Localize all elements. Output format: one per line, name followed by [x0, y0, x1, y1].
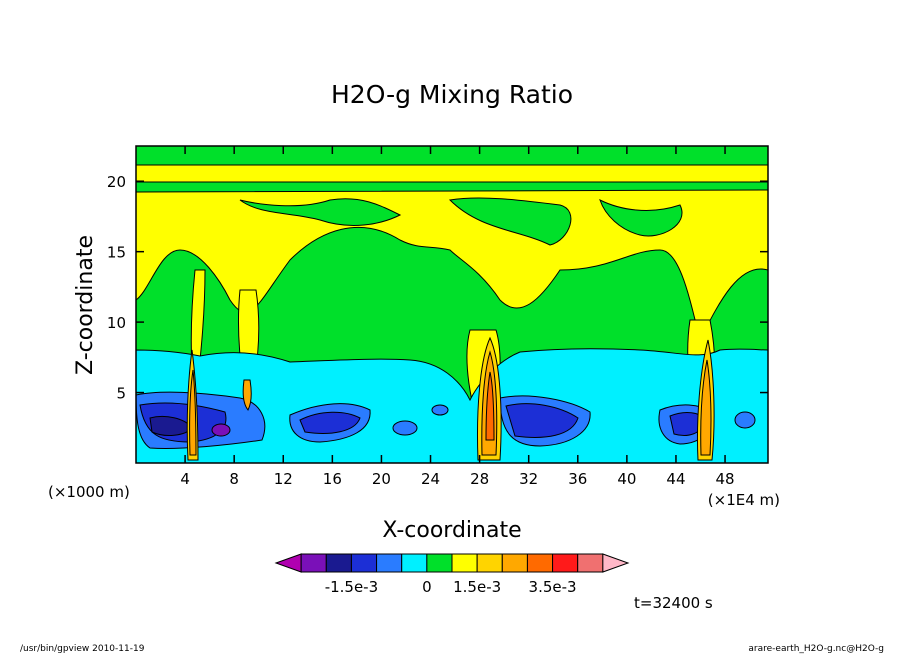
x-unit-right: (×1E4 m)	[708, 491, 780, 509]
x-tick-label-7: 32	[519, 470, 538, 488]
colorbar-swatch-10	[526, 553, 554, 573]
colorbar-label-3: 3.5e-3	[529, 578, 577, 596]
colorbar-swatch-9	[501, 553, 528, 573]
colorbar-label-1: 0	[422, 578, 432, 596]
colorbar-swatch-5	[401, 553, 428, 573]
x-axis-label: X-coordinate	[382, 518, 521, 543]
colorbar-swatch-13	[602, 553, 630, 573]
x-tick-label-9: 40	[617, 470, 636, 488]
x-axis-ticks: 4 8 12 16 20 24 28 32 36 40 44 48	[180, 146, 735, 488]
y-axis-ticks: 5 10 15 20	[107, 173, 768, 403]
footer-right: arare-earth_H2O-g.nc@H2O-g	[748, 644, 884, 654]
colorbar-label-2: 1.5e-3	[453, 578, 501, 596]
colorbar-swatch-2	[325, 553, 352, 573]
time-label: t=32400 s	[634, 594, 713, 612]
colorbar-labels: -1.5e-3 0 1.5e-3 3.5e-3	[325, 578, 577, 596]
chart-title: H2O-g Mixing Ratio	[331, 80, 573, 109]
x-tick-label-8: 36	[568, 470, 587, 488]
colorbar-swatch-8	[476, 553, 503, 573]
colorbar-swatch-6	[426, 553, 453, 573]
colorbar-swatch-0	[274, 553, 302, 573]
colorbar-swatch-3	[350, 553, 378, 573]
x-tick-label-2: 12	[274, 470, 293, 488]
colorbar-swatch-7	[451, 553, 478, 573]
y-tick-label-1: 10	[107, 314, 126, 332]
y-tick-label-0: 5	[116, 385, 126, 403]
colorbar-swatch-4	[376, 553, 403, 573]
x-tick-label-11: 48	[716, 470, 735, 488]
footer-left: /usr/bin/gpview 2010-11-19	[20, 644, 145, 654]
x-unit-left: (×1000 m)	[48, 483, 130, 501]
x-tick-label-4: 20	[372, 470, 391, 488]
y-tick-label-3: 20	[107, 173, 126, 191]
y-tick-label-2: 15	[107, 244, 126, 262]
plot-area	[136, 146, 768, 463]
colorbar-swatch-11	[552, 553, 579, 573]
colorbar-swatch-12	[577, 553, 604, 573]
colorbar-swatch-1	[300, 553, 327, 573]
x-tick-label-10: 44	[666, 470, 685, 488]
plot-frame	[135, 145, 769, 464]
colorbar-label-0: -1.5e-3	[325, 578, 378, 596]
y-axis-label: Z-coordinate	[73, 235, 98, 375]
colorbar	[274, 553, 630, 573]
x-tick-label-6: 28	[470, 470, 489, 488]
x-tick-label-1: 8	[229, 470, 239, 488]
x-tick-label-3: 16	[323, 470, 342, 488]
x-tick-label-0: 4	[180, 470, 190, 488]
x-tick-label-5: 24	[421, 470, 440, 488]
